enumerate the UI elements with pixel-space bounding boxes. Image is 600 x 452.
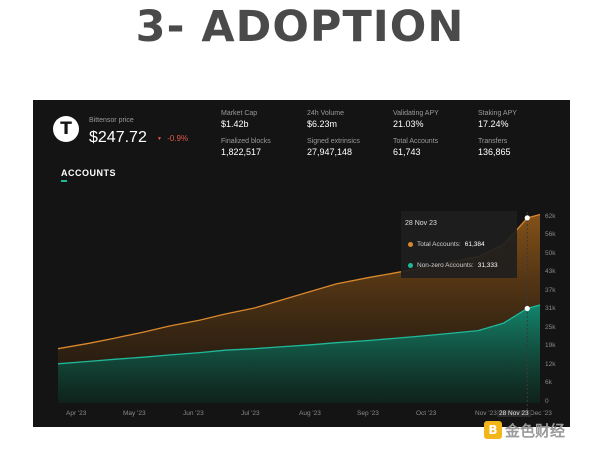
stat-label: Staking APY (478, 110, 517, 117)
tooltip-label: Non-zero Accounts: (417, 262, 474, 269)
stat-market-cap: Market Cap $1.42b (221, 110, 257, 129)
stat-transfers: Transfers 136,865 (478, 138, 511, 157)
series-line-non-zero-accounts (57, 304, 541, 365)
y-tick-label: 56k (545, 231, 556, 238)
y-tick-label: 31k (545, 305, 556, 312)
price-change-value: -0.9% (167, 134, 189, 143)
total-accounts-dot-icon (408, 241, 413, 247)
tooltip-value: 61,384 (464, 241, 485, 248)
series-area-non-zero-accounts (58, 305, 540, 403)
stat-value: $1.42b (221, 119, 249, 129)
stat-finalized-blocks: Finalized blocks 1,822,517 (221, 138, 271, 157)
y-tick-label: 6k (545, 379, 552, 386)
y-tick-label: 43k (545, 268, 556, 275)
stat-value: 21.03% (393, 119, 424, 129)
stat-signed-extrinsics: Signed extrinsics 27,947,148 (307, 138, 360, 157)
stat-value: 27,947,148 (307, 147, 353, 157)
jinse-logo-icon: B (484, 421, 502, 439)
stat-value: $6.23m (307, 119, 338, 129)
price-label: Bittensor price (89, 117, 134, 124)
x-tick-label: Dec '23 (530, 410, 552, 417)
stat-validating-apy: Validating APY 21.03% (393, 110, 439, 129)
stat-value: 61,743 (393, 147, 421, 157)
stat-label: Signed extrinsics (307, 138, 360, 145)
stat-label: Validating APY (393, 110, 439, 117)
accounts-title-underline (61, 180, 67, 182)
price-change: ▼ -0.9% (157, 134, 188, 143)
price-value: $247.72 (89, 129, 147, 146)
stat-value: 1,822,517 (221, 147, 262, 157)
chart-tooltip: 28 Nov 23 Total Accounts: 61,384 Non-zero… (401, 211, 517, 278)
watermark-text: 金色财经 (505, 421, 566, 440)
x-tick-label: Sep '23 (357, 410, 379, 417)
x-tick-label: Jul '23 (241, 410, 260, 417)
tooltip-label: Total Accounts: (417, 241, 461, 248)
y-tick-label: 50k (545, 250, 556, 257)
stat-label: 24h Volume (307, 110, 344, 117)
x-tick-label: Oct '23 (416, 410, 437, 417)
y-tick-label: 62k (545, 213, 556, 220)
x-tick-label: Aug '23 (299, 410, 321, 417)
non-zero-accounts-dot-icon (408, 262, 413, 268)
highlight-point-non-zero[interactable] (524, 305, 530, 312)
x-tick-label-highlight: 28 Nov 23 (497, 410, 531, 417)
x-tick-label: Jun '23 (183, 410, 204, 417)
stat-label: Transfers (478, 138, 508, 145)
accounts-section-title: ACCOUNTS (61, 168, 116, 178)
x-tick-label: May '23 (123, 410, 146, 417)
stat-label: Market Cap (221, 110, 258, 117)
y-tick-label: 19k (545, 342, 556, 349)
slide-title: 3- ADOPTION (135, 2, 465, 52)
tooltip-value: 31,333 (477, 262, 498, 269)
highlight-point-total[interactable] (524, 215, 530, 221)
stat-total-accounts: Total Accounts 61,743 (393, 138, 438, 157)
y-tick-label: 25k (545, 324, 556, 331)
stat-value: 136,865 (478, 147, 511, 157)
y-tick-label: 0 (545, 398, 549, 405)
x-tick-label: Nov '23 (475, 410, 497, 417)
tooltip-row-non-zero: Non-zero Accounts: 31,333 (408, 262, 498, 269)
stat-label: Finalized blocks (221, 138, 271, 145)
y-tick-label: 12k (545, 361, 556, 368)
stat-value: 17.24% (478, 119, 509, 129)
x-tick-label: Apr '23 (66, 410, 87, 417)
watermark: B 金色财经 (484, 419, 565, 441)
stat-label: Total Accounts (393, 138, 439, 145)
y-tick-label: 37k (545, 287, 556, 294)
down-arrow-icon: ▼ (157, 135, 162, 142)
stat-24h-volume: 24h Volume $6.23m (307, 110, 344, 129)
stat-staking-apy: Staking APY 17.24% (478, 110, 517, 129)
bittensor-logo-icon: T (53, 116, 79, 142)
dashboard-panel: T Bittensor price $247.72 ▼ -0.9% Market… (33, 100, 570, 427)
tooltip-date: 28 Nov 23 (405, 220, 437, 227)
tooltip-row-total: Total Accounts: 61,384 (408, 241, 485, 248)
